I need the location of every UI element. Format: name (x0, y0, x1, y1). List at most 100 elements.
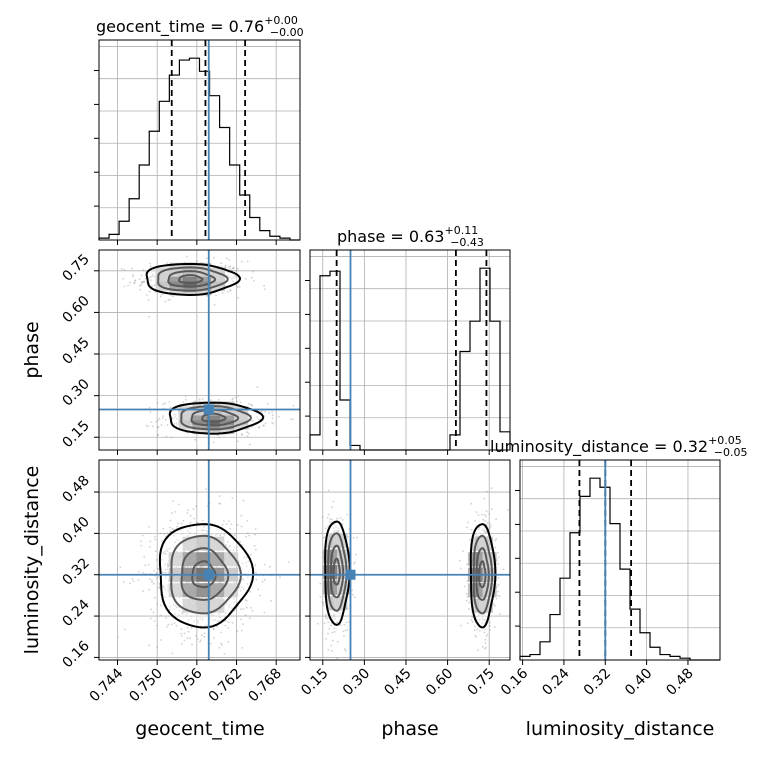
sample-point (476, 628, 479, 631)
sample-point (220, 262, 223, 265)
ytick-label-phase: 0.15 (59, 418, 92, 451)
sample-point (239, 541, 242, 544)
sample-point (164, 568, 167, 571)
sample-point (330, 644, 333, 647)
sample-point (214, 618, 217, 621)
sample-point (138, 571, 140, 573)
density-cell (183, 262, 198, 277)
sample-point (485, 510, 488, 513)
sample-point (162, 403, 165, 406)
sample-point (243, 588, 245, 591)
sample-point (495, 518, 497, 521)
sample-point (475, 636, 477, 638)
sample-point (161, 540, 164, 543)
joint-geocent-time-phase-plot-area (99, 250, 300, 450)
sample-point (145, 424, 148, 427)
sample-point (244, 614, 247, 616)
sample-point (196, 638, 199, 640)
sample-point (175, 606, 178, 609)
sample-point (218, 495, 221, 497)
sample-point (319, 595, 322, 598)
sample-point (344, 649, 347, 652)
sample-point (483, 497, 486, 500)
sample-point (326, 617, 329, 620)
sample-point (231, 497, 234, 499)
sample-point (201, 519, 204, 522)
sample-point (331, 518, 333, 521)
sample-point (242, 499, 245, 502)
sample-point (255, 572, 257, 574)
sample-point (152, 270, 155, 272)
sample-point (483, 531, 486, 533)
sample-point (164, 588, 167, 591)
sample-point (139, 285, 141, 287)
sample-point (192, 508, 195, 511)
sample-point (479, 630, 481, 632)
sample-point (197, 581, 200, 584)
sample-point (140, 281, 143, 284)
sample-point (229, 289, 232, 292)
sample-point (206, 613, 208, 616)
sample-point (481, 617, 483, 619)
sample-point (133, 281, 136, 284)
sample-point (141, 281, 143, 283)
sample-point (266, 402, 269, 405)
sample-point (482, 518, 485, 521)
ytick-label-phase: 0.75 (59, 251, 92, 284)
sample-point (206, 550, 209, 553)
sample-point (343, 635, 345, 638)
sample-point (254, 564, 257, 567)
sample-point (227, 546, 230, 549)
sample-point (177, 613, 180, 616)
sample-point (243, 556, 246, 558)
sample-point (163, 586, 166, 589)
sample-point (331, 506, 334, 509)
sample-point (142, 572, 145, 574)
sample-point (144, 277, 147, 280)
joint-geocent-time-phase-panel: 0.15 0.30 0.45 0.60 0.75 (59, 249, 301, 455)
sample-point (232, 549, 235, 552)
sample-point (262, 424, 265, 427)
panels: 0.16 0.24 0.32 0.40 0.480.150.300.450.600.75… (59, 39, 721, 705)
sample-point (226, 274, 229, 277)
sample-point (181, 635, 183, 637)
sample-point (166, 424, 169, 426)
sample-point (183, 632, 186, 635)
sample-point (236, 549, 239, 551)
sample-point (483, 513, 486, 516)
sample-point (143, 280, 146, 283)
sample-point (228, 603, 231, 606)
sample-point (339, 612, 342, 615)
density-cell (478, 536, 493, 551)
sample-point (483, 529, 486, 532)
sample-point (480, 533, 483, 535)
sample-point (148, 644, 151, 647)
sample-point (139, 288, 142, 291)
sample-point (258, 426, 261, 428)
contour-line (332, 557, 341, 586)
joint-geocent-time-luminosity-distance-truth-marker (203, 569, 214, 580)
sample-point (160, 424, 163, 427)
sample-point (465, 592, 468, 595)
sample-point (199, 617, 202, 619)
sample-point (131, 577, 134, 580)
sample-point (235, 400, 238, 403)
sample-point (180, 632, 182, 635)
sample-point (483, 530, 486, 532)
sample-point (212, 614, 215, 617)
sample-point (484, 638, 487, 641)
sample-point (332, 524, 335, 526)
sample-point (236, 524, 239, 526)
sample-point (182, 401, 185, 403)
sample-point (186, 637, 189, 640)
sample-point (252, 280, 255, 282)
title-geocent-time-sup: +0.00 (264, 14, 298, 27)
sample-point (240, 629, 243, 632)
sample-point (196, 521, 199, 524)
xtick-label-luminosity-distance: 0.40 (622, 666, 655, 699)
sample-point (242, 578, 245, 581)
sample-point (148, 526, 150, 528)
sample-point (156, 402, 159, 404)
sample-point (148, 406, 151, 409)
sample-point (187, 619, 190, 622)
